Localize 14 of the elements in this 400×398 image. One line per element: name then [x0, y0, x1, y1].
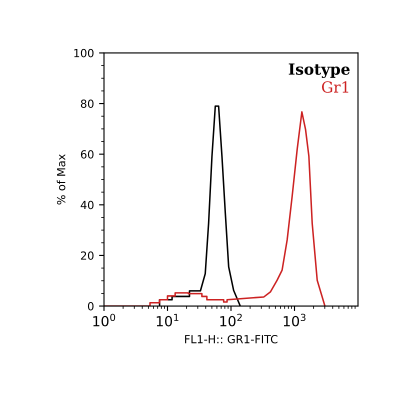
x-axis-title: FL1-H:: GR1-FITC	[185, 334, 278, 344]
text: Isotype	[288, 64, 350, 78]
y-tick-label: 60	[80, 150, 94, 159]
x-tick-label: 10$^{2}$	[220, 314, 242, 326]
x-tick-label: 10$^{0}$	[93, 314, 116, 326]
series-label: Gr1	[322, 81, 348, 93]
y-axis-title: % of Max	[56, 154, 66, 205]
x-tick-label: 10$^{1}$	[156, 314, 178, 326]
y-tick-label: 20	[80, 251, 94, 260]
y-tick-label: 100	[74, 48, 94, 58]
y-tick-label: 40	[80, 200, 94, 210]
x-tick-label: 10$^{3}$	[284, 314, 306, 326]
y-tick-label: 0	[88, 302, 94, 310]
y-tick-label: 80	[80, 100, 94, 108]
